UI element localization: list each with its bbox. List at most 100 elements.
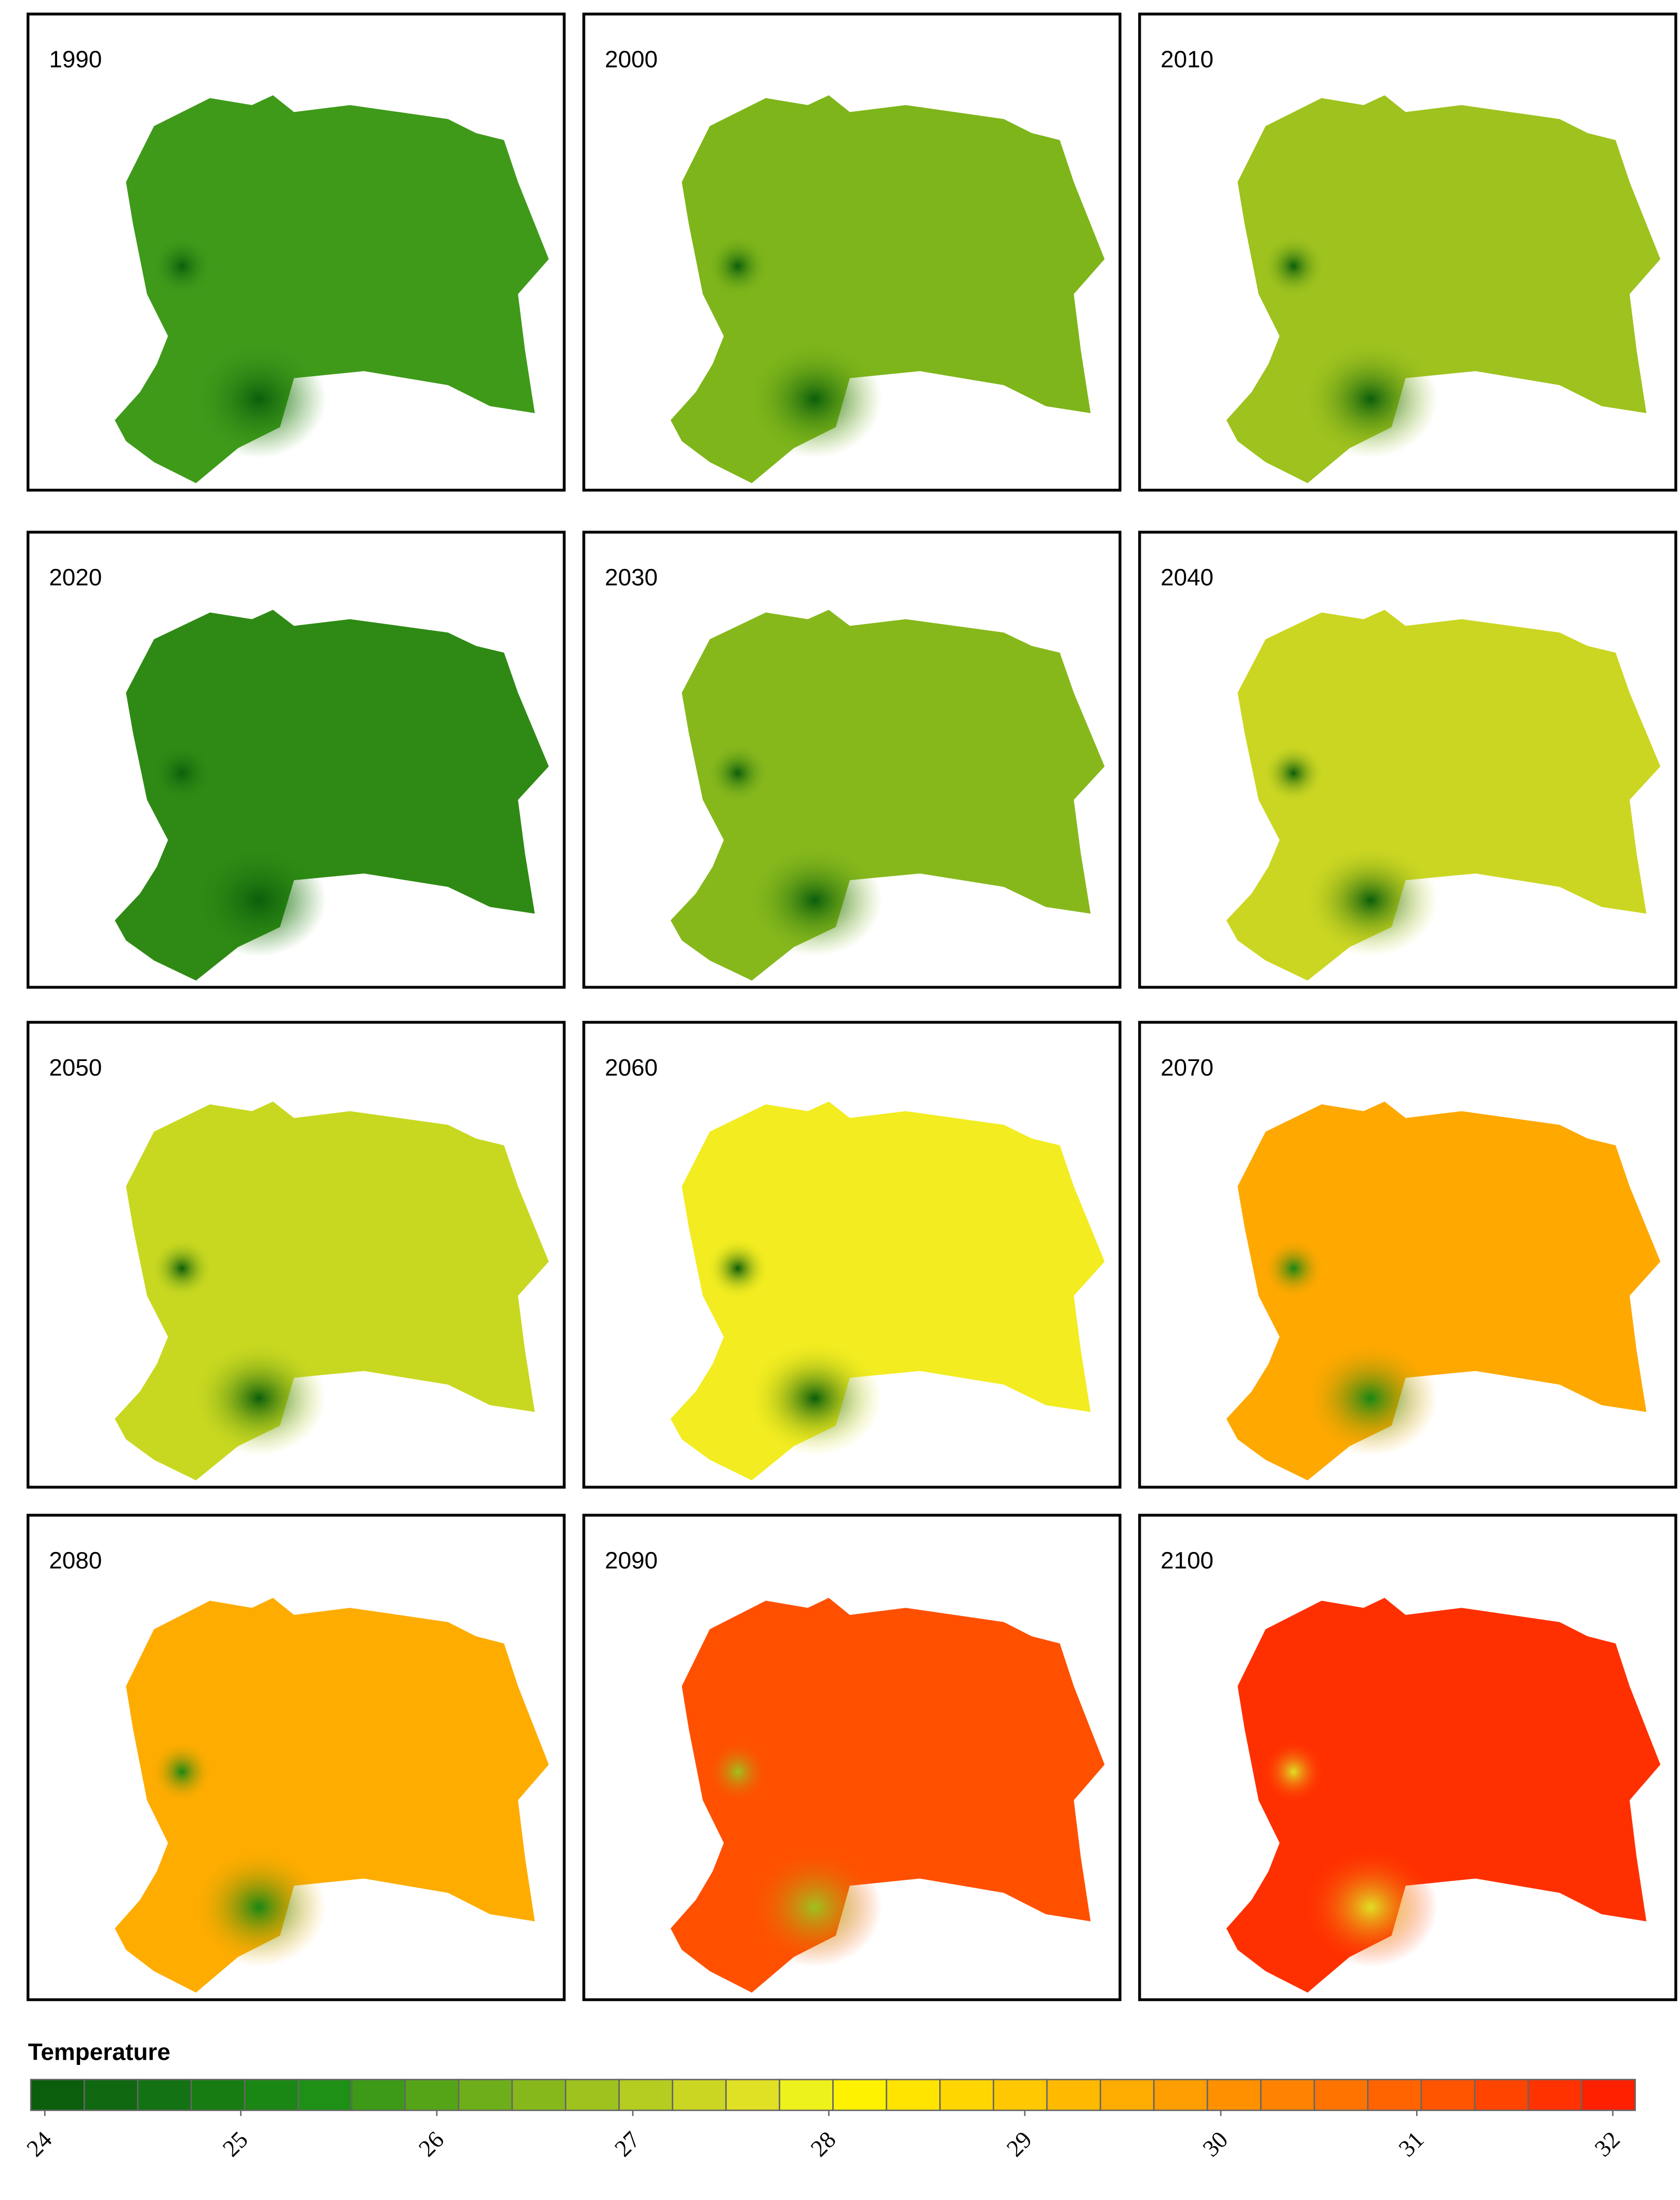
- legend-swatch: [725, 2078, 780, 2111]
- temperature-spot: [1262, 235, 1325, 297]
- temperature-spot: [706, 1740, 769, 1804]
- temperature-spot: [151, 1238, 213, 1299]
- map-body: [1226, 95, 1661, 483]
- legend-swatch: [404, 2078, 460, 2111]
- legend-swatch: [1367, 2078, 1422, 2111]
- temperature-spot: [1262, 1740, 1325, 1804]
- map-body: [670, 95, 1105, 483]
- map-panel: 2040: [1138, 531, 1677, 989]
- panel-label: 2080: [49, 1547, 102, 1573]
- legend-tick-label: 28: [805, 2126, 841, 2162]
- temperature-spot: [1303, 1341, 1438, 1456]
- legend-swatch: [618, 2078, 674, 2111]
- map-body: [114, 95, 549, 483]
- temperature-spot: [748, 844, 882, 957]
- temperature-spot: [1262, 744, 1325, 803]
- legend-swatch: [1099, 2078, 1155, 2111]
- temperature-spot: [1303, 1847, 1438, 1967]
- map-body: [114, 1598, 549, 1993]
- legend-swatch: [886, 2078, 941, 2111]
- legend-swatch: [458, 2078, 513, 2111]
- legend-swatch: [1046, 2078, 1101, 2111]
- panel-label: 2070: [1161, 1054, 1214, 1081]
- legend-tick-label: 29: [1002, 2126, 1037, 2162]
- panel-label: 2010: [1161, 46, 1214, 72]
- legend-tick-label: 30: [1197, 2126, 1233, 2162]
- legend-swatch: [565, 2078, 620, 2111]
- temperature-spot: [151, 1740, 213, 1804]
- map-panel: 2030: [582, 531, 1122, 989]
- map-body: [670, 609, 1105, 981]
- map-panel: 1990: [26, 12, 566, 492]
- map-panel: 2060: [582, 1021, 1122, 1489]
- map-panel: 2070: [1138, 1021, 1677, 1489]
- map-panel: 2080: [26, 1514, 566, 2002]
- temperature-spot: [748, 1341, 882, 1456]
- legend-swatch: [832, 2078, 887, 2111]
- legend-swatch: [137, 2078, 192, 2111]
- legend-tick-label: 26: [414, 2126, 449, 2162]
- temperature-spot: [748, 340, 882, 458]
- panel-label: 2060: [605, 1054, 658, 1081]
- temperature-spot: [706, 1238, 769, 1299]
- legend-swatch: [993, 2078, 1048, 2111]
- legend-swatch: [672, 2078, 727, 2111]
- map-panel: 2010: [1138, 12, 1677, 492]
- temperature-spot: [192, 1341, 326, 1456]
- panel-label: 2020: [49, 564, 102, 591]
- map-body: [670, 1102, 1105, 1481]
- map-body: [114, 1102, 549, 1481]
- legend-swatch: [1420, 2078, 1476, 2111]
- temperature-spot: [192, 340, 326, 458]
- legend-swatch: [1581, 2078, 1636, 2111]
- legend-swatch: [1474, 2078, 1529, 2111]
- map-body: [1226, 609, 1661, 981]
- temperature-spot: [1303, 844, 1438, 957]
- legend-swatch: [351, 2078, 406, 2111]
- legend-swatch: [83, 2078, 139, 2111]
- legend-tick-label: 32: [1589, 2126, 1624, 2162]
- map-panel: 2020: [26, 531, 566, 989]
- temperature-spot: [151, 744, 213, 803]
- panel-label: 2030: [605, 564, 658, 591]
- panel-label: 2090: [605, 1547, 658, 1573]
- panel-label: 2040: [1161, 564, 1214, 591]
- legend-tick-label: 27: [609, 2126, 645, 2162]
- panel-label: 2100: [1161, 1547, 1214, 1573]
- legend-swatch: [1260, 2078, 1315, 2111]
- map-body: [114, 609, 549, 981]
- map-panel: 2050: [26, 1021, 566, 1489]
- legend-swatch: [779, 2078, 834, 2111]
- panel-label: 2050: [49, 1054, 102, 1081]
- legend-tick-label: 31: [1393, 2126, 1429, 2162]
- map-body: [1226, 1102, 1661, 1481]
- temperature-spot: [151, 235, 213, 297]
- map-body: [670, 1598, 1105, 1993]
- legend-swatch: [939, 2078, 994, 2111]
- legend-swatch: [511, 2078, 567, 2111]
- temperature-spot: [192, 844, 326, 957]
- legend-swatch: [190, 2078, 246, 2111]
- legend-tick-label: 24: [21, 2126, 57, 2162]
- legend-swatch: [1527, 2078, 1583, 2111]
- legend-swatch: [244, 2078, 299, 2111]
- legend-title: Temperature: [28, 2038, 170, 2065]
- legend-swatch: [297, 2078, 353, 2111]
- panel-label: 2000: [605, 46, 658, 72]
- map-panel: 2000: [582, 12, 1122, 492]
- legend-swatch: [30, 2078, 85, 2111]
- panel-label: 1990: [49, 46, 102, 72]
- legend-swatch: [1153, 2078, 1208, 2111]
- map-panel: 2090: [582, 1514, 1122, 2002]
- temperature-spot: [706, 235, 769, 297]
- map-body: [1226, 1598, 1661, 1993]
- temperature-spot: [192, 1847, 326, 1967]
- temperature-spot: [706, 744, 769, 803]
- legend-swatch: [1313, 2078, 1369, 2111]
- temperature-spot: [748, 1847, 882, 1967]
- temperature-spot: [1262, 1238, 1325, 1299]
- legend-swatch: [1206, 2078, 1262, 2111]
- temperature-spot: [1303, 340, 1438, 458]
